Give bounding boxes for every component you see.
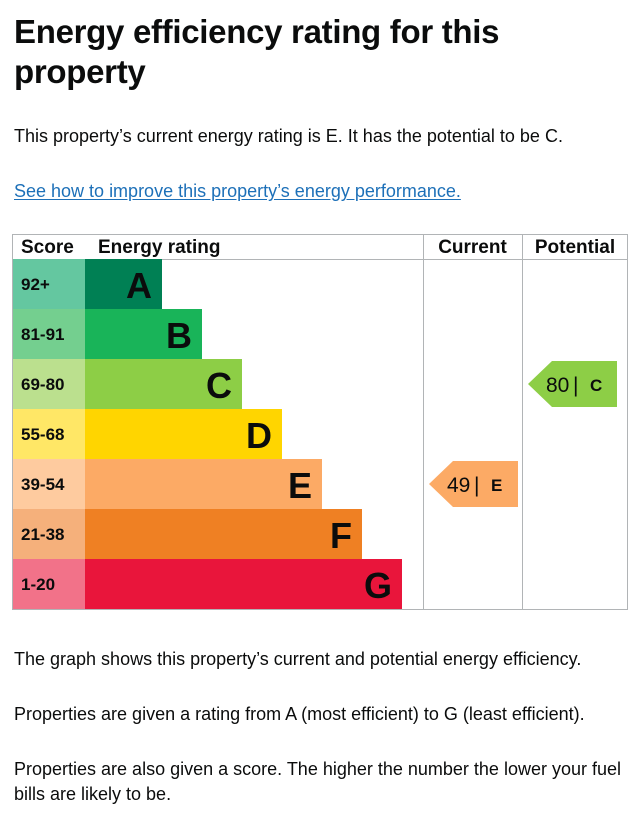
rating-bar-f (85, 509, 362, 559)
score-range-label: 21-38 (21, 525, 64, 544)
score-column-header: Score (21, 237, 74, 258)
rating-letter-f: F (330, 515, 352, 556)
potential-rating-arrow (528, 361, 617, 407)
current-rating-letter: E (491, 476, 502, 495)
current-rating-arrow (429, 461, 518, 507)
score-cell-a (13, 259, 85, 309)
rating-letter-e: E (288, 465, 312, 506)
rating-column-header: Energy rating (98, 237, 220, 258)
score-cell-e (13, 459, 85, 509)
score-cell-c (13, 359, 85, 409)
potential-column-header: Potential (535, 237, 615, 258)
rating-letter-b: B (166, 315, 192, 356)
rating-bar-d (85, 409, 282, 459)
score-cell-g (13, 559, 85, 609)
score-cell-f (13, 509, 85, 559)
score-range-label: 1-20 (21, 575, 55, 594)
rating-letter-g: G (364, 565, 392, 606)
score-cell-b (13, 309, 85, 359)
score-range-label: 39-54 (21, 475, 65, 494)
chart-frame (12, 234, 628, 610)
current-score-value: 49 (447, 474, 470, 497)
rating-letter-a: A (126, 265, 152, 306)
improve-energy-performance-link[interactable]: See how to improve this property’s energ… (14, 181, 461, 201)
rating-bar-a (85, 259, 162, 309)
rating-bar-e (85, 459, 322, 509)
score-explanation: Properties are also given a score. The h… (14, 759, 621, 804)
rating-bar-c (85, 359, 242, 409)
score-range-label: 69-80 (21, 375, 64, 394)
potential-score-value: 80 (546, 374, 569, 397)
current-column-header: Current (438, 237, 507, 258)
score-range-label: 55-68 (21, 425, 64, 444)
rating-letter-d: D (246, 415, 272, 456)
rating-letter-c: C (206, 365, 232, 406)
page-title: Energy efficiency rating for this proper… (14, 13, 500, 90)
rating-explanation: Properties are given a rating from A (mo… (14, 704, 585, 724)
score-range-label: 92+ (21, 275, 50, 294)
potential-rating-letter: C (590, 376, 602, 395)
energy-rating-chart: Score Energy rating Current Potential 92+ A 81… (12, 234, 628, 610)
potential-separator: | (573, 374, 578, 397)
rating-bar-b (85, 309, 202, 359)
rating-summary: This property’s current energy rating is… (14, 126, 563, 146)
score-cell-d (13, 409, 85, 459)
current-separator: | (474, 474, 479, 497)
score-range-label: 81-91 (21, 325, 64, 344)
graph-explanation: The graph shows this property’s current … (14, 649, 582, 669)
rating-bar-g (85, 559, 402, 609)
